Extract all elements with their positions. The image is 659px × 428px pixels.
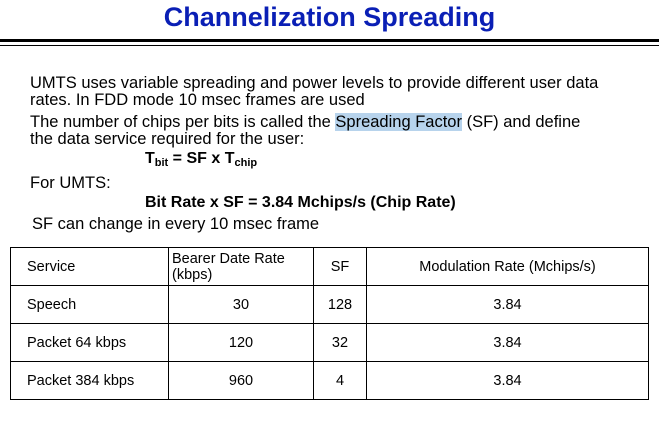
table-row: Packet 64 kbps 120 32 3.84 xyxy=(10,323,649,362)
header-sf: SF xyxy=(313,247,367,286)
title-divider-thick xyxy=(0,39,659,42)
header-modulation-rate: Modulation Rate (Mchips/s) xyxy=(366,247,649,286)
formula-chip-subscript: chip xyxy=(234,157,258,169)
header-bearer-rate: Bearer Date Rate (kbps) xyxy=(168,247,314,286)
paragraph-2-text-after: (SF) and define xyxy=(461,113,581,131)
paragraph-1-line-1: UMTS uses variable spreading and power l… xyxy=(30,74,599,92)
page-title: Channelization Spreading xyxy=(163,2,496,32)
cell-sf: 32 xyxy=(313,323,367,362)
title-divider-thin xyxy=(0,45,659,46)
for-umts-label: For UMTS: xyxy=(30,174,111,192)
paragraph-1-line-2: rates. In FDD mode 10 msec frames are us… xyxy=(30,91,365,109)
paragraph-2-line-2: the data service required for the user: xyxy=(30,130,305,148)
cell-modulation-rate: 3.84 xyxy=(366,285,649,324)
cell-modulation-rate: 3.84 xyxy=(366,323,649,362)
table-row: Speech 30 128 3.84 xyxy=(10,285,649,324)
formula-bit-time: Tbit = SF x Tchip xyxy=(145,150,257,169)
formula-bit-rate: Bit Rate x SF = 3.84 Mchips/s (Chip Rate… xyxy=(145,194,456,211)
cell-bearer-rate: 30 xyxy=(168,285,314,324)
formula-bit-subscript: bit xyxy=(154,157,169,169)
table-row: Packet 384 kbps 960 4 3.84 xyxy=(10,361,649,400)
sf-change-note: SF can change in every 10 msec frame xyxy=(32,215,320,233)
formula-middle: = SF x T xyxy=(168,150,235,167)
formula-t: T xyxy=(145,150,155,167)
header-service: Service xyxy=(10,247,169,286)
cell-service: Packet 64 kbps xyxy=(10,323,169,362)
cell-bearer-rate: 960 xyxy=(168,361,314,400)
spreading-factor-table: Service Bearer Date Rate (kbps) SF Modul… xyxy=(10,247,649,400)
cell-service: Packet 384 kbps xyxy=(10,361,169,400)
paragraph-2-text-before: The number of chips per bits is called t… xyxy=(30,113,336,131)
cell-service: Speech xyxy=(10,285,169,324)
table-header-row: Service Bearer Date Rate (kbps) SF Modul… xyxy=(10,247,649,286)
paragraph-2-line-1: The number of chips per bits is called t… xyxy=(30,113,581,131)
cell-bearer-rate: 120 xyxy=(168,323,314,362)
spreading-factor-highlight: Spreading Factor xyxy=(335,113,462,131)
cell-sf: 4 xyxy=(313,361,367,400)
cell-modulation-rate: 3.84 xyxy=(366,361,649,400)
cell-sf: 128 xyxy=(313,285,367,324)
